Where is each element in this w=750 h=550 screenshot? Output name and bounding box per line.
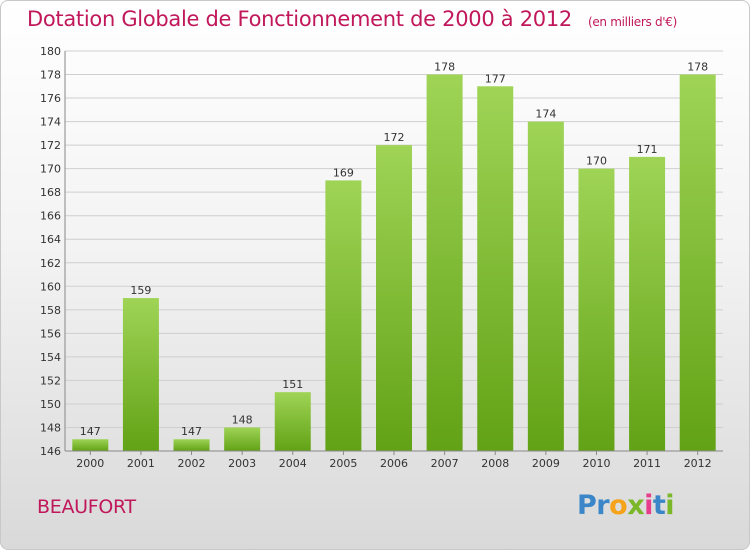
- bar-2006[interactable]: [376, 145, 412, 451]
- y-tick-label: 156: [40, 327, 61, 340]
- y-tick-label: 152: [40, 374, 61, 387]
- data-label-2010: 170: [586, 155, 607, 168]
- data-label-2001: 159: [130, 284, 151, 297]
- bar-2004[interactable]: [274, 392, 311, 451]
- x-tick-label-2010: 2010: [582, 457, 610, 470]
- logo-letter: t: [652, 490, 666, 521]
- y-tick-label: 154: [40, 351, 61, 364]
- x-tick-label-2002: 2002: [178, 457, 206, 470]
- x-tick-label-2008: 2008: [481, 457, 509, 470]
- bar-2001[interactable]: [122, 298, 159, 451]
- logo-letter: i: [644, 490, 653, 521]
- data-label-2006: 172: [384, 131, 405, 144]
- y-tick-label: 164: [40, 233, 61, 246]
- y-tick-label: 174: [40, 116, 61, 129]
- data-label-2009: 174: [535, 108, 556, 121]
- data-label-2003: 148: [232, 413, 253, 426]
- x-tick-label-2004: 2004: [279, 457, 307, 470]
- y-tick-label: 178: [40, 69, 61, 82]
- x-tick-label-2006: 2006: [380, 457, 408, 470]
- data-label-2008: 177: [485, 72, 506, 85]
- unit-label: (en milliers d'€): [587, 15, 677, 29]
- logo-letter: r: [596, 490, 610, 521]
- data-label-2002: 147: [181, 425, 202, 438]
- bar-2012[interactable]: [679, 74, 716, 451]
- commune-name: BEAUFORT: [37, 496, 136, 518]
- bar-2007[interactable]: [426, 74, 463, 451]
- bar-2005[interactable]: [325, 180, 362, 452]
- y-tick-label: 166: [40, 210, 61, 223]
- title-text: Dotation Globale de Fonctionnement de 20…: [27, 7, 572, 31]
- logo-letter: i: [665, 490, 675, 521]
- logo-letter: x: [627, 490, 645, 521]
- x-tick-label-2009: 2009: [532, 457, 560, 470]
- data-label-2007: 178: [434, 61, 455, 74]
- proxiti-logo[interactable]: Proxiti: [577, 490, 675, 521]
- y-tick-label: 170: [40, 163, 61, 176]
- x-tick-label-2005: 2005: [329, 457, 357, 470]
- logo-letter: P: [577, 490, 597, 521]
- x-tick-label-2001: 2001: [127, 457, 155, 470]
- y-tick-label: 172: [40, 139, 61, 152]
- data-label-2005: 169: [333, 166, 354, 179]
- bar-2008[interactable]: [477, 86, 514, 451]
- y-tick-label: 180: [40, 45, 61, 58]
- bar-2011[interactable]: [629, 156, 666, 451]
- x-tick-label-2011: 2011: [633, 457, 661, 470]
- bar-2003[interactable]: [224, 427, 261, 451]
- x-tick-label-2012: 2012: [684, 457, 712, 470]
- y-tick-label: 162: [40, 257, 61, 270]
- x-tick-label-2000: 2000: [76, 457, 104, 470]
- data-label-2004: 151: [282, 378, 303, 391]
- x-tick-label-2003: 2003: [228, 457, 256, 470]
- bar-2010[interactable]: [578, 168, 615, 451]
- data-label-2000: 147: [80, 425, 101, 438]
- chart-title: Dotation Globale de Fonctionnement de 20…: [27, 7, 677, 31]
- y-tick-label: 150: [40, 398, 61, 411]
- x-tick-label-2007: 2007: [431, 457, 459, 470]
- y-tick-label: 160: [40, 280, 61, 293]
- y-tick-label: 168: [40, 186, 61, 199]
- bar-2009[interactable]: [527, 121, 564, 452]
- bar-2000[interactable]: [72, 439, 109, 451]
- data-label-2011: 171: [637, 143, 658, 156]
- y-tick-label: 176: [40, 92, 61, 105]
- bar-2002[interactable]: [173, 439, 210, 451]
- y-tick-label: 158: [40, 304, 61, 317]
- data-label-2012: 178: [687, 61, 708, 74]
- logo-letter: o: [609, 490, 628, 521]
- y-tick-label: 146: [40, 445, 61, 458]
- y-tick-label: 148: [40, 421, 61, 434]
